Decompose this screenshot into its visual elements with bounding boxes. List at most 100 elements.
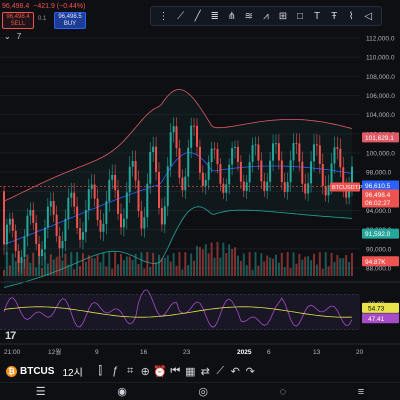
volume-bar <box>67 264 70 276</box>
trash-icon[interactable]: ◁ <box>364 10 373 22</box>
upper-band-label: 101,629.1 <box>365 135 394 142</box>
candle-body <box>125 192 128 219</box>
candle-body <box>76 206 79 229</box>
bottom-toolbar: ₿ BTCUS 12시 ⫿ ƒ ⌗ ⊕ ⏰ ⏮ ▦ ⇄ ⟋ ↶ ↷ <box>0 360 400 382</box>
shape-icon[interactable]: □ <box>297 10 304 22</box>
candle-body <box>231 148 234 165</box>
candle-body <box>149 152 152 184</box>
candle-body <box>210 148 213 163</box>
candles-icon[interactable]: ⫿ <box>98 364 103 377</box>
candle-body <box>324 186 327 196</box>
candle-body <box>184 176 187 191</box>
projection-icon[interactable]: ⊞ <box>278 10 288 22</box>
pattern-icon[interactable]: ≋ <box>244 10 254 22</box>
volume-bar <box>242 253 245 276</box>
volume-bar <box>99 262 102 276</box>
volume-bar <box>3 270 5 276</box>
volume-bar <box>58 256 61 276</box>
volume-bar <box>61 260 64 276</box>
volume-bar <box>260 253 263 276</box>
candle-body <box>169 132 172 167</box>
candle-body <box>52 201 55 215</box>
drawing-toolbar: ⋮ ⟋ ╱ ≣ ⋔ ≋ ⩘ ⊞ □ T Ŧ ⌇ ◁ <box>150 6 382 26</box>
redo-icon[interactable]: ↷ <box>245 365 255 378</box>
chevron-down-icon[interactable]: ⌄ <box>4 32 11 41</box>
candle-body <box>67 197 70 219</box>
indicator-collapse[interactable]: ⌄ 7 <box>4 32 21 41</box>
time-tick-label: 6 <box>267 349 271 356</box>
pitchfork-icon[interactable]: ⋔ <box>227 10 236 22</box>
watchlist-icon[interactable]: ☰ <box>35 386 46 398</box>
explore-icon[interactable]: ◎ <box>198 386 209 398</box>
alert-icon[interactable]: ⏰ <box>153 365 168 378</box>
volume-bar <box>35 267 38 276</box>
symbol-selector[interactable]: BTCUS <box>20 365 55 377</box>
buy-button[interactable]: 96,498.5 BUY <box>54 12 86 29</box>
indicators-icon[interactable]: ƒ <box>112 365 119 377</box>
text-icon[interactable]: T <box>314 10 321 22</box>
timeframe-selector[interactable]: 12시 <box>62 367 83 379</box>
upper-band-label-bg <box>362 132 399 143</box>
buy-price: 96,498.5 <box>58 14 82 20</box>
line-tool-icon[interactable]: ⟋ <box>177 10 185 22</box>
volume-bar <box>117 264 120 276</box>
volume-bar <box>213 257 216 276</box>
formula-icon[interactable]: ⌗ <box>127 364 134 377</box>
volume-bar <box>163 257 166 276</box>
price-tick-label: 112,000.0 <box>366 36 395 43</box>
price-tick-label: 106,000.0 <box>366 93 395 100</box>
sell-button[interactable]: 96,498.4 SELL <box>2 12 34 29</box>
ray-icon[interactable]: ╱ <box>194 10 201 22</box>
add-icon[interactable]: ⊕ <box>140 365 150 378</box>
volume-label-bg <box>362 256 399 267</box>
menu-icon[interactable]: ⋮ <box>158 10 169 22</box>
elliott-icon[interactable]: ⩘ <box>263 10 269 22</box>
mid-band-label: 96,610.5 <box>365 183 391 190</box>
anchored-text-icon[interactable]: Ŧ <box>331 10 338 22</box>
chart-canvas[interactable]: 112,000.0 110,000.0 108,000.0 106,000.0 104,… <box>0 0 400 360</box>
volume-bar <box>169 261 172 276</box>
replay-icon[interactable]: ⏮ <box>170 364 181 377</box>
volume-bar <box>348 261 351 276</box>
ideas-icon[interactable]: ◌ <box>279 385 287 398</box>
candle-body <box>283 182 286 192</box>
candle-body <box>29 209 32 216</box>
volume-bar <box>324 252 327 276</box>
price-tick-label: 100,000.0 <box>366 151 395 158</box>
price-tick-label: 98,000.0 <box>366 170 392 177</box>
candle-body <box>146 183 149 218</box>
price-tick-label: 104,000.0 <box>366 112 395 119</box>
indicator-count: 7 <box>16 32 22 41</box>
upper-band-line <box>3 89 353 202</box>
candle-body <box>234 146 237 149</box>
fib-icon[interactable]: ≣ <box>210 10 219 22</box>
compare-icon[interactable]: ⇄ <box>200 365 210 378</box>
candle-body <box>178 148 181 178</box>
volume-bar <box>292 252 295 276</box>
volume-bar <box>219 257 222 276</box>
volume-bar <box>295 263 298 276</box>
candle-body <box>295 143 298 145</box>
price-chart[interactable]: 112,000.0 110,000.0 108,000.0 106,000.0 104,… <box>0 0 400 360</box>
candle-body <box>327 185 330 196</box>
candle-body <box>310 161 313 184</box>
volume-bar <box>32 252 35 276</box>
last-price-label-bg <box>362 189 399 200</box>
volume-bar <box>251 269 254 276</box>
brush-icon[interactable]: ⌇ <box>348 10 354 22</box>
chart-icon[interactable]: ◉ <box>117 386 127 398</box>
template-icon[interactable]: ▦ <box>185 365 196 378</box>
candle-body <box>152 146 155 153</box>
last-price-label: 96,498.4 <box>365 192 391 199</box>
volume-bar <box>149 266 152 276</box>
candle-body <box>140 211 143 229</box>
volume-bar <box>225 253 228 276</box>
price-tick-label: 108,000.0 <box>366 74 395 81</box>
candle-body <box>114 174 117 191</box>
trend-icon[interactable]: ⟋ <box>216 364 225 377</box>
undo-icon[interactable]: ↶ <box>230 365 240 378</box>
candle-body <box>102 223 105 232</box>
candle-body <box>23 236 26 257</box>
candle-body <box>108 179 111 202</box>
menu-icon[interactable]: ≡ <box>357 385 365 398</box>
